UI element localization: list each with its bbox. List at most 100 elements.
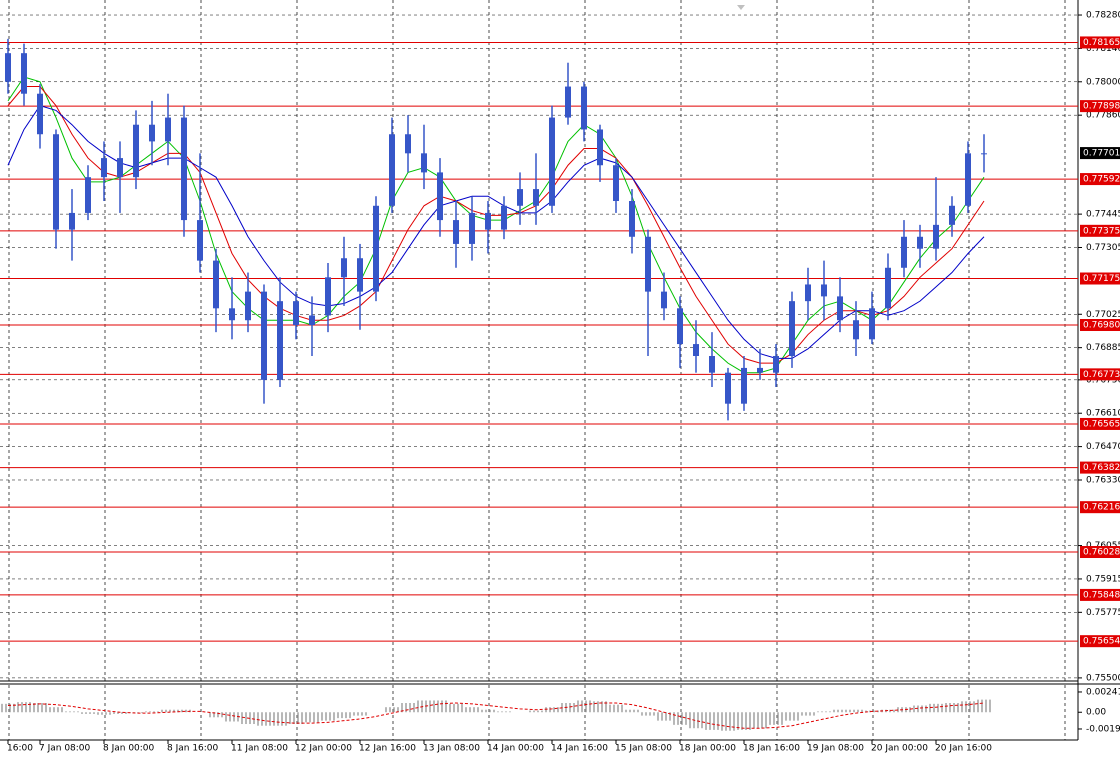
y-tick-label: 0.78140 [1086, 44, 1120, 54]
level-label: 0.78165 [1083, 38, 1120, 48]
x-tick-label: 14 Jan 16:00 [551, 744, 608, 754]
level-label-box [1080, 173, 1120, 186]
level-label: 0.77175 [1083, 274, 1120, 284]
level-label: 0.77592 [1083, 175, 1120, 185]
level-label: 0.77898 [1083, 102, 1120, 112]
candle-body [149, 124, 155, 142]
x-tick-label: 14 Jan 00:00 [487, 744, 544, 754]
candle-body [5, 53, 11, 82]
candle-body [949, 205, 955, 225]
candle-body [117, 158, 123, 178]
level-label: 0.77375 [1083, 226, 1120, 236]
candle-body [597, 129, 603, 166]
y-tick-label: 0.77305 [1086, 243, 1120, 253]
y-tick-label: 0.76885 [1086, 343, 1120, 353]
candle-body [789, 301, 795, 356]
candle-body [213, 260, 219, 309]
candle-body [965, 153, 971, 206]
x-tick-label: 8 Jan 16:00 [167, 744, 219, 754]
level-label: 0.76565 [1083, 419, 1120, 429]
candle-body [373, 205, 379, 292]
level-label-box [1080, 546, 1120, 559]
moving-average [7, 76, 985, 374]
level-label-box [1080, 635, 1120, 648]
candle-body [501, 205, 507, 230]
candle-body [677, 308, 683, 345]
x-tick-label: 12 Jan 00:00 [295, 744, 352, 754]
level-label-box [1080, 501, 1120, 514]
osc-y-tick-label: -0.00199 [1086, 724, 1120, 734]
candle-body [613, 165, 619, 202]
candle-body [693, 344, 699, 356]
candle-body [293, 301, 299, 326]
y-tick-label: 0.76470 [1086, 442, 1120, 452]
level-label-box [1080, 100, 1120, 113]
candle-body [661, 291, 667, 309]
level-label-box [1080, 224, 1120, 237]
x-tick-label: 13 Jan 08:00 [423, 744, 480, 754]
last-price-label: 0.77701 [1083, 149, 1120, 159]
x-tick-label: 18 Jan 00:00 [679, 744, 736, 754]
candle-body [229, 308, 235, 321]
candle-body [69, 212, 75, 230]
candle-body [101, 158, 107, 178]
moving-average [7, 105, 985, 359]
candle-body [901, 236, 907, 268]
x-tick-label: 20 Jan 16:00 [935, 744, 992, 754]
candle-body [133, 124, 139, 178]
y-tick-label: 0.75775 [1086, 608, 1120, 618]
candle-body [581, 86, 587, 130]
candle-body [21, 53, 27, 94]
candle-body [709, 355, 715, 373]
y-tick-label: 0.77025 [1086, 310, 1120, 320]
candle-body [197, 220, 203, 261]
level-label: 0.76382 [1083, 463, 1120, 473]
level-label: 0.75848 [1083, 590, 1120, 600]
y-tick-label: 0.78000 [1086, 77, 1120, 87]
shift-marker [737, 5, 745, 10]
x-tick-label: 16:00 [7, 744, 33, 754]
level-label-box [1080, 368, 1120, 381]
level-label: 0.76980 [1083, 321, 1120, 331]
candle-body [565, 86, 571, 118]
x-tick-label: 8 Jan 00:00 [103, 744, 155, 754]
candle-body [869, 308, 875, 340]
level-label-box [1080, 272, 1120, 285]
candle-body [773, 355, 779, 373]
candle-body [357, 258, 363, 292]
candle-body [325, 277, 331, 316]
osc-y-tick-label: 0.00241 [1086, 687, 1120, 697]
level-label-box [1080, 417, 1120, 430]
y-tick-label: 0.77860 [1086, 111, 1120, 121]
candle-body [645, 236, 651, 292]
candle-body [981, 153, 987, 155]
candle-body [821, 284, 827, 297]
y-tick-label: 0.78280 [1086, 11, 1120, 21]
last-price-box [1080, 147, 1120, 160]
x-tick-label: 11 Jan 08:00 [231, 744, 288, 754]
candle-body [389, 134, 395, 206]
candle-body [405, 134, 411, 154]
x-tick-label: 15 Jan 08:00 [615, 744, 672, 754]
x-tick-label: 20 Jan 00:00 [871, 744, 928, 754]
candle-body [469, 212, 475, 244]
candle-body [453, 220, 459, 244]
level-label: 0.75654 [1083, 637, 1120, 647]
candle-body [437, 172, 443, 221]
candle-body [421, 153, 427, 173]
candle-body [261, 291, 267, 380]
x-tick-label: 7 Jan 08:00 [39, 744, 91, 754]
level-label: 0.76773 [1083, 370, 1120, 380]
level-label-box [1080, 319, 1120, 332]
candle-body [181, 117, 187, 221]
candle-body [853, 320, 859, 340]
osc-signal [7, 702, 985, 729]
y-tick-label: 0.76610 [1086, 409, 1120, 419]
candle-body [725, 372, 731, 404]
candle-body [917, 236, 923, 249]
osc-y-tick-label: 0.00 [1086, 708, 1106, 718]
candle-body [37, 93, 43, 135]
candle-body [341, 258, 347, 278]
